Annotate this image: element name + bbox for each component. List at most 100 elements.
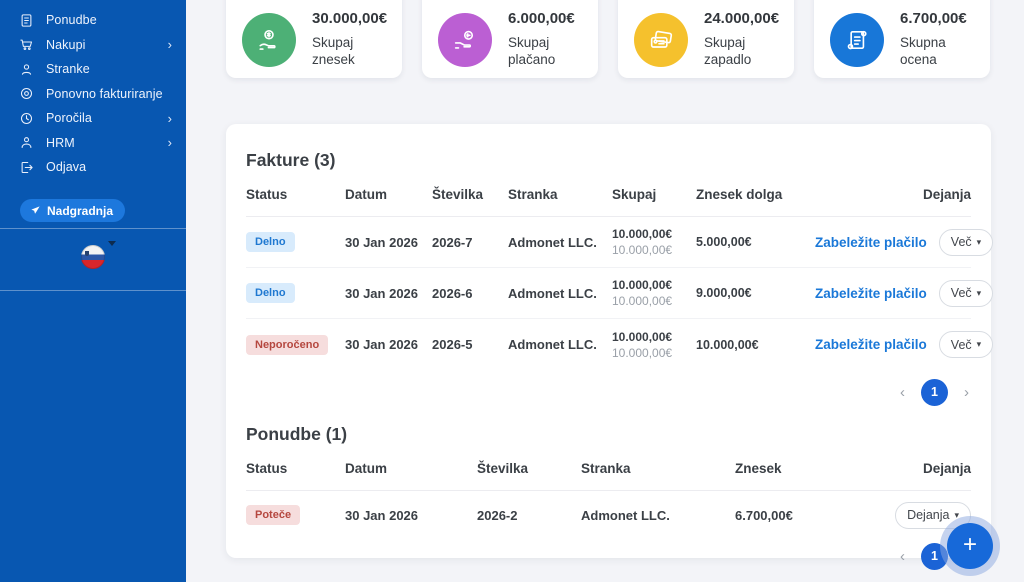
chevron-right-icon: › — [167, 135, 172, 151]
sidebar-item-ponudbe[interactable]: Ponudbe — [0, 8, 186, 33]
language-flag-slovenia[interactable] — [81, 245, 105, 269]
invoices-table-header: Status Datum Številka Stranka Skupaj Zne… — [246, 187, 971, 217]
sidebar-nav: Ponudbe Nakupi › Stranke Ponovno fakturi… — [0, 0, 186, 180]
invoice-total: 10.000,00€ 10.000,00€ — [612, 278, 673, 308]
invoice-client: Admonet LLC. — [508, 337, 597, 352]
sidebar-divider — [0, 290, 186, 291]
status-badge: Delno — [246, 232, 295, 252]
invoice-client: Admonet LLC. — [508, 285, 597, 301]
sidebar-item-odjava[interactable]: Odjava — [0, 155, 186, 180]
invoice-row: Delno 30 Jan 2026 2026-6 Admonet LLC. 10… — [246, 268, 994, 319]
sidebar-item-label: Ponudbe — [46, 13, 97, 28]
chevron-right-icon: › — [167, 110, 172, 126]
chevron-right-icon: › — [167, 37, 172, 53]
stat-label: Skupaj znesek — [312, 35, 355, 67]
clock-icon — [19, 111, 34, 126]
sidebar-item-label: Nakupi — [46, 37, 86, 52]
caret-down-icon: ▾ — [976, 236, 982, 247]
user-icon — [19, 135, 34, 150]
record-payment-link[interactable]: Zabeležite plačilo — [815, 285, 927, 301]
hand-coin-icon — [438, 13, 492, 67]
sidebar-item-label: Poročila — [46, 111, 92, 126]
sidebar-item-stranke[interactable]: Stranke — [0, 57, 186, 82]
invoice-total: 10.000,00€ 10.000,00€ — [612, 227, 673, 257]
sidebar: Ponudbe Nakupi › Stranke Ponovno fakturi… — [0, 0, 186, 582]
record-payment-link[interactable]: Zabeležite plačilo — [815, 234, 927, 250]
money-receive-icon — [242, 13, 296, 67]
sidebar-item-label: Odjava — [46, 160, 87, 175]
invoice-due: 10.000,00€ — [696, 337, 759, 352]
more-button[interactable]: Več ▾ — [938, 279, 994, 307]
invoice-number: 2026-5 — [432, 337, 473, 352]
caret-down-icon: ▾ — [976, 287, 982, 298]
stat-label: Skupaj zapadlo — [704, 35, 752, 67]
tables-card: Fakture (3) Status Datum Številka Strank… — [226, 124, 994, 570]
status-badge: Poteče — [246, 505, 301, 525]
invoice-due: 5.000,00€ — [696, 235, 752, 249]
recurring-icon — [19, 86, 34, 101]
sidebar-item-label: HRM — [46, 135, 75, 150]
cart-icon — [19, 37, 34, 52]
actions-button[interactable]: Dejanja ▾ — [895, 501, 971, 529]
invoice-row: Neporočeno 30 Jan 2026 2026-5 Admonet LL… — [246, 319, 994, 370]
sidebar-item-ponovno-fakturiranje[interactable]: Ponovno fakturiranje — [0, 82, 186, 107]
estimate-number: 2026-2 — [477, 507, 518, 523]
logout-icon — [19, 160, 34, 175]
stat-label: Skupna ocena — [900, 35, 946, 67]
estimate-amount: 6.700,00€ — [735, 507, 793, 523]
stat-label: Skupaj plačano — [508, 35, 556, 67]
sidebar-item-label: Ponovno fakturiranje — [46, 86, 163, 101]
stat-amount: 24.000,00€ — [704, 10, 780, 27]
invoice-client: Admonet LLC. — [508, 234, 597, 250]
caret-down-icon: ▾ — [954, 509, 959, 520]
coat-of-arms — [85, 251, 89, 256]
estimates-title: Ponudbe (1) — [246, 424, 348, 444]
invoice-date: 30 Jan 2026 — [345, 285, 419, 301]
stat-card-total-estimate: 6.700,00€ Skupna ocena — [814, 0, 990, 78]
invoice-date: 30 Jan 2026 — [345, 337, 419, 352]
status-badge: Delno — [246, 283, 295, 303]
person-icon — [19, 62, 34, 77]
upgrade-label: Nadgradnja — [47, 203, 114, 218]
sidebar-divider — [0, 228, 186, 229]
prev-page-icon[interactable]: ‹ — [900, 547, 905, 565]
invoice-row: Delno 30 Jan 2026 2026-7 Admonet LLC. 10… — [246, 217, 994, 268]
page-button[interactable]: 1 — [921, 378, 948, 406]
add-button[interactable]: + — [947, 523, 993, 569]
upgrade-button[interactable]: Nadgradnja — [20, 199, 126, 222]
sidebar-item-hrm[interactable]: HRM › — [0, 131, 186, 156]
prev-page-icon[interactable]: ‹ — [900, 383, 905, 401]
estimate-row: Poteče 30 Jan 2026 2026-2 Admonet LLC. 6… — [246, 491, 971, 539]
invoice-total: 10.000,00€ 10.000,00€ — [612, 329, 673, 360]
stat-amount: 6.700,00€ — [900, 10, 967, 27]
caret-down-icon: ▾ — [976, 339, 982, 349]
scroll-icon — [830, 13, 884, 67]
invoice-due: 9.000,00€ — [696, 286, 752, 300]
more-button[interactable]: Več ▾ — [938, 331, 994, 358]
invoice-icon — [19, 13, 34, 28]
stat-card-total-paid: 6.000,00€ Skupaj plačano — [422, 0, 598, 78]
record-payment-link[interactable]: Zabeležite plačilo — [815, 337, 927, 352]
invoices-pagination: ‹ 1 › — [246, 372, 971, 412]
invoices-title: Fakture (3) — [246, 150, 336, 170]
language-caret-icon[interactable] — [108, 241, 116, 246]
more-button[interactable]: Več ▾ — [938, 228, 994, 256]
estimate-date: 30 Jan 2026 — [345, 507, 419, 523]
invoice-date: 30 Jan 2026 — [345, 234, 419, 250]
sidebar-item-porocila[interactable]: Poročila › — [0, 106, 186, 131]
estimates-table-header: Status Datum Številka Stranka Znesek Dej… — [246, 461, 971, 491]
next-page-icon[interactable]: › — [964, 383, 969, 401]
sidebar-item-label: Stranke — [46, 62, 90, 77]
stat-amount: 30.000,00€ — [312, 10, 388, 27]
page-button[interactable]: 1 — [921, 542, 948, 570]
invoice-number: 2026-6 — [432, 285, 473, 301]
stat-card-total-due: 24.000,00€ Skupaj zapadlo — [618, 0, 794, 78]
sidebar-item-nakupi[interactable]: Nakupi › — [0, 33, 186, 58]
stat-card-total-amount: 30.000,00€ Skupaj znesek — [226, 0, 402, 78]
status-badge: Neporočeno — [246, 334, 329, 355]
estimates-pagination: ‹ 1 › — [246, 539, 971, 573]
rocket-icon — [31, 206, 40, 214]
cards-icon — [634, 13, 688, 67]
invoice-number: 2026-7 — [432, 234, 473, 250]
